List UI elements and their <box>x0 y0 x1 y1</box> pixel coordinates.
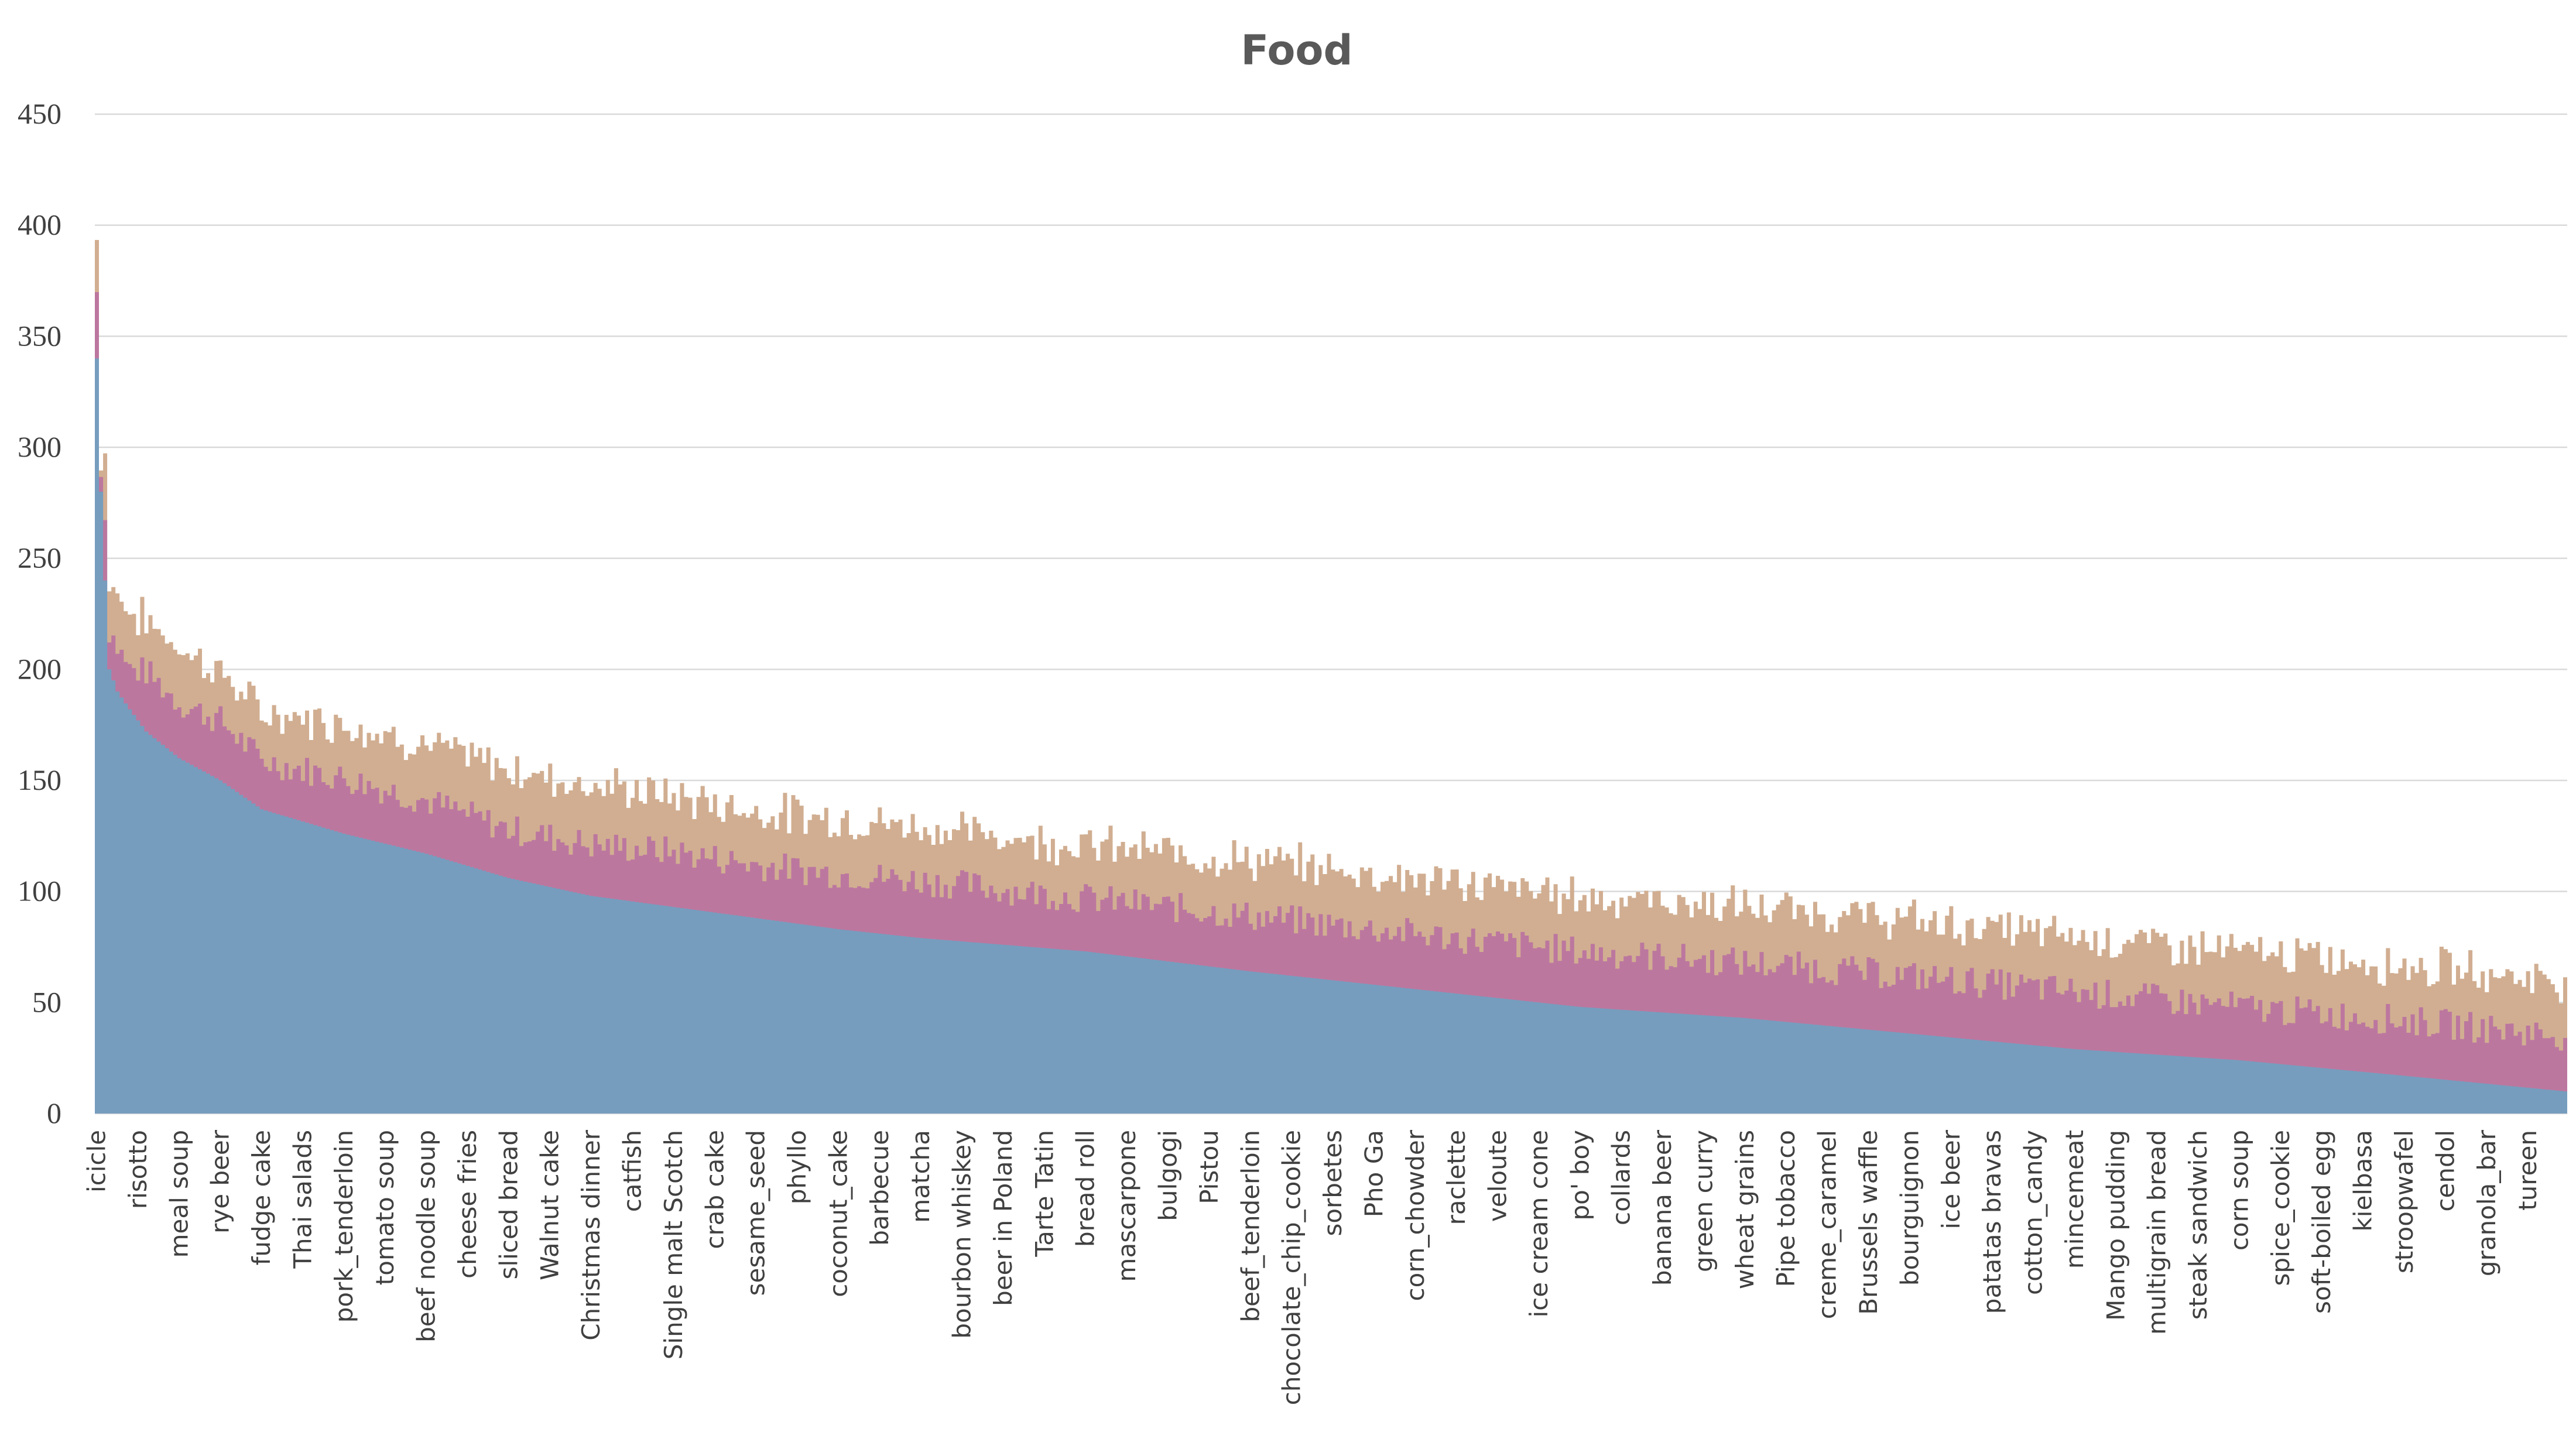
series-1-area <box>95 358 2567 1114</box>
y-tick-label: 150 <box>18 763 61 796</box>
x-tick-label: Brussels waffle <box>1854 1130 1883 1315</box>
x-tick-label: chocolate_chip_cookie <box>1277 1130 1306 1405</box>
x-tick-label: crab cake <box>700 1130 729 1249</box>
y-tick-label: 250 <box>18 542 61 574</box>
x-tick-label: multigrain bread <box>2143 1130 2171 1335</box>
y-tick-label: 50 <box>32 985 61 1018</box>
x-tick-label: tureen <box>2513 1130 2542 1211</box>
y-tick-label: 350 <box>18 319 61 352</box>
x-tick-label: Pho Ga <box>1359 1130 1388 1217</box>
x-tick-label: barbecue <box>865 1130 894 1246</box>
series-2-area <box>95 292 2567 1114</box>
x-tick-label: spice_cookie <box>2266 1130 2295 1286</box>
x-tick-label: green curry <box>1689 1130 1718 1272</box>
x-tick-label: Pistou <box>1195 1130 1224 1204</box>
x-tick-label: bourguignon <box>1895 1130 1924 1286</box>
x-tick-label: Single malt Scotch <box>659 1130 688 1359</box>
x-tick-label: sesame_seed <box>742 1130 770 1296</box>
x-tick-label: beer in Poland <box>989 1130 1018 1306</box>
y-tick-label: 400 <box>18 208 61 241</box>
x-tick-label: wheat grains <box>1731 1130 1759 1289</box>
x-tick-label: sliced bread <box>494 1130 523 1279</box>
x-tick-label: cendol <box>2431 1130 2459 1212</box>
x-tick-label: po' boy <box>1566 1130 1594 1220</box>
x-tick-label: icicle <box>83 1130 111 1193</box>
x-tick-label: pork_tenderloin <box>330 1130 358 1323</box>
x-tick-label: ice cream cone <box>1525 1130 1553 1317</box>
x-tick-label: mincemeat <box>2060 1130 2089 1269</box>
x-tick-label: stroopwafel <box>2390 1130 2419 1273</box>
x-tick-label: risotto <box>124 1130 152 1209</box>
x-tick-label: Mango pudding <box>2101 1130 2130 1321</box>
x-tick-label: sorbetes <box>1318 1130 1347 1236</box>
x-tick-label: patatas bravas <box>1978 1130 2006 1314</box>
x-tick-label: rye beer <box>206 1129 235 1234</box>
x-tick-label: cheese fries <box>453 1130 482 1279</box>
x-tick-label: Pipe tobacco <box>1772 1130 1800 1287</box>
x-tick-label: banana beer <box>1648 1129 1677 1286</box>
x-tick-label: coconut_cake <box>824 1130 852 1297</box>
y-tick-label: 450 <box>18 97 61 130</box>
x-tick-label: tomato soup <box>371 1130 399 1285</box>
x-tick-label: creme_caramel <box>1813 1130 1842 1319</box>
x-tick-label: corn_chowder <box>1401 1129 1430 1301</box>
x-tick-label: steak sandwich <box>2184 1130 2212 1320</box>
y-tick-label: 100 <box>18 875 61 907</box>
x-tick-label: corn soup <box>2225 1130 2253 1251</box>
y-tick-label: 300 <box>18 430 61 463</box>
x-tick-label: Thai salads <box>288 1130 317 1269</box>
x-tick-label: kielbasa <box>2349 1130 2378 1232</box>
x-tick-label: cotton_candy <box>2019 1130 2048 1295</box>
x-tick-label: veloute <box>1484 1130 1512 1222</box>
x-tick-label: soft-boiled egg <box>2307 1130 2336 1314</box>
x-tick-label: phyllo <box>783 1130 811 1204</box>
y-tick-label: 0 <box>47 1097 61 1129</box>
x-tick-label: bourbon whiskey <box>948 1130 977 1339</box>
x-tick-label: meal soup <box>165 1130 193 1258</box>
x-tick-label: collards <box>1607 1130 1636 1225</box>
x-tick-label: bulgogi <box>1153 1130 1182 1221</box>
x-tick-label: bread roll <box>1071 1130 1100 1247</box>
x-tick-label: Tarte Tatin <box>1030 1130 1059 1258</box>
x-tick-label: beef_tenderloin <box>1236 1130 1265 1322</box>
y-tick-label: 200 <box>18 652 61 685</box>
x-tick-label: Walnut cake <box>536 1130 564 1280</box>
x-tick-label: matcha <box>906 1130 935 1223</box>
x-tick-label: Christmas dinner <box>577 1129 605 1341</box>
x-tick-label: fudge cake <box>247 1130 276 1265</box>
x-tick-label: granola_bar <box>2472 1129 2501 1276</box>
x-tick-label: raclette <box>1442 1130 1471 1225</box>
stacked-area-series <box>95 239 2567 1114</box>
x-tick-label: mascarpone <box>1112 1130 1141 1282</box>
x-tick-label: beef noodle soup <box>412 1130 441 1342</box>
chart-title: Food <box>1241 26 1352 74</box>
x-tick-label: ice beer <box>1937 1129 1965 1229</box>
y-axis-tick-labels: 0 50 100 150 200 250 300 350 400 450 <box>18 97 61 1129</box>
x-tick-label: catfish <box>618 1130 647 1212</box>
x-axis-tick-labels: icicle risotto meal soup rye beer fudge cake… <box>83 1129 2543 1405</box>
